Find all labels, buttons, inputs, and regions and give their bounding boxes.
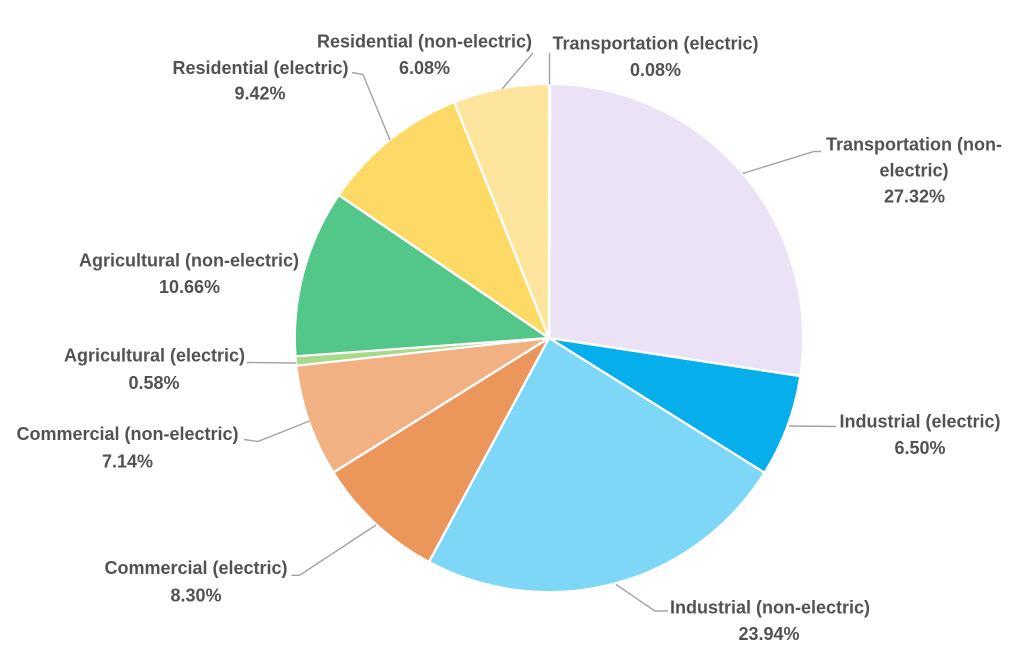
svg-text:Agricultural (non-electric): Agricultural (non-electric) bbox=[79, 250, 299, 270]
svg-text:27.32%: 27.32% bbox=[884, 187, 945, 207]
svg-text:Residential (electric): Residential (electric) bbox=[172, 58, 348, 78]
svg-text:0.58%: 0.58% bbox=[128, 373, 179, 393]
svg-text:Agricultural (electric): Agricultural (electric) bbox=[64, 345, 245, 365]
svg-text:6.08%: 6.08% bbox=[399, 58, 450, 78]
svg-text:Transportation (electric): Transportation (electric) bbox=[552, 33, 758, 53]
svg-text:Industrial (non-electric): Industrial (non-electric) bbox=[670, 597, 870, 617]
svg-text:10.66%: 10.66% bbox=[159, 277, 220, 297]
svg-text:7.14%: 7.14% bbox=[102, 452, 153, 472]
svg-text:Industrial (electric): Industrial (electric) bbox=[839, 411, 1000, 431]
svg-text:23.94%: 23.94% bbox=[738, 624, 799, 644]
svg-text:electric): electric) bbox=[879, 160, 948, 180]
svg-text:Commercial (electric): Commercial (electric) bbox=[104, 558, 287, 578]
svg-text:9.42%: 9.42% bbox=[234, 84, 285, 104]
svg-text:0.08%: 0.08% bbox=[630, 60, 681, 80]
svg-text:8.30%: 8.30% bbox=[170, 586, 221, 606]
svg-text:Transportation (non-: Transportation (non- bbox=[826, 134, 1002, 154]
svg-text:6.50%: 6.50% bbox=[894, 438, 945, 458]
svg-text:Commercial (non-electric): Commercial (non-electric) bbox=[16, 424, 238, 444]
svg-text:Residential (non-electric): Residential (non-electric) bbox=[317, 31, 532, 51]
